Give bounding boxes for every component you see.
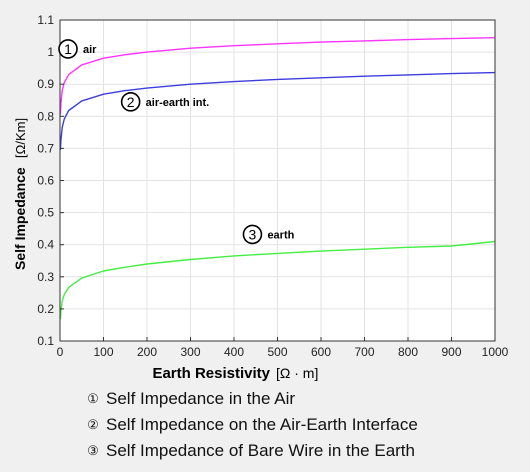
x-axis-unit: [Ω · m] <box>276 365 318 381</box>
y-tick-label: 1.1 <box>37 13 54 27</box>
x-tick-label: 400 <box>224 345 244 359</box>
annotation-layer: 1 air 2 air-earth int. 3 earth <box>58 39 295 245</box>
annotation-marker-number: 3 <box>249 226 257 242</box>
annotation-marker-number: 1 <box>64 41 72 57</box>
x-tick-label: 700 <box>354 345 374 359</box>
y-axis-label: Self Impedance <box>12 167 28 270</box>
x-tick-label: 900 <box>441 345 461 359</box>
annotation-label: air <box>83 44 97 56</box>
x-tick-label: 0 <box>57 345 64 359</box>
series-line-air <box>59 37 496 115</box>
y-axis-unit: [Ω/Km] <box>13 118 28 158</box>
y-tick-label: 0.2 <box>37 302 54 316</box>
annotation-label: earth <box>267 229 294 241</box>
annotation-marker-circle <box>120 92 141 112</box>
annotation-marker-circle <box>58 39 78 59</box>
y-tick-label: 0.7 <box>37 141 54 155</box>
series-line-earth <box>59 240 496 320</box>
annotation-marker-number: 2 <box>127 94 135 110</box>
y-tick-label: 0.3 <box>37 270 54 284</box>
caption-number: ① <box>87 391 99 406</box>
x-tick-label: 800 <box>398 345 418 359</box>
caption-item-air-earth: ② Self Impedance on the Air-Earth Interf… <box>86 412 418 438</box>
caption-list: ① Self Impedance in the Air ② Self Imped… <box>86 386 418 464</box>
caption-text: Self Impedance of Bare Wire in the Earth <box>106 441 415 460</box>
x-tick-label: 1000 <box>482 345 509 359</box>
x-tick-label: 300 <box>180 345 200 359</box>
caption-item-air: ① Self Impedance in the Air <box>86 386 418 412</box>
caption-number: ③ <box>87 443 99 458</box>
y-tick-label: 0.1 <box>37 334 54 348</box>
caption-text: Self Impedance in the Air <box>106 389 296 408</box>
caption-text: Self Impedance on the Air-Earth Interfac… <box>106 415 418 434</box>
x-tick-label: 100 <box>93 345 113 359</box>
caption-item-earth: ③ Self Impedance of Bare Wire in the Ear… <box>86 438 418 464</box>
annotation-marker-circle <box>242 224 263 245</box>
tick-layer: 0 100 200 300 400 500 600 700 800 900 1000 0.1 0.2 0.… <box>37 13 508 359</box>
y-tick-label: 0.6 <box>37 174 54 188</box>
x-tick-label: 500 <box>267 345 287 359</box>
caption-number: ② <box>87 417 99 432</box>
y-tick-label: 0.8 <box>37 109 54 123</box>
series-line-air-earth-int- <box>59 71 496 151</box>
y-tick-label: 1 <box>47 45 54 59</box>
y-tick-label: 0.5 <box>37 206 54 220</box>
chart-svg: 0 100 200 300 400 500 600 700 800 900 1000 0.1 0.2 0.… <box>12 13 509 382</box>
y-tick-label: 0.9 <box>37 77 54 91</box>
series-layer <box>59 37 496 320</box>
chart-figure: 0 100 200 300 400 500 600 700 800 900 1000 0.1 0.2 0.… <box>12 13 509 382</box>
x-tick-label: 600 <box>311 345 331 359</box>
x-tick-label: 200 <box>137 345 157 359</box>
x-axis-label: Earth Resistivity <box>152 365 270 382</box>
y-tick-label: 0.4 <box>37 238 54 252</box>
annotation-label: air-earth int. <box>146 97 210 109</box>
